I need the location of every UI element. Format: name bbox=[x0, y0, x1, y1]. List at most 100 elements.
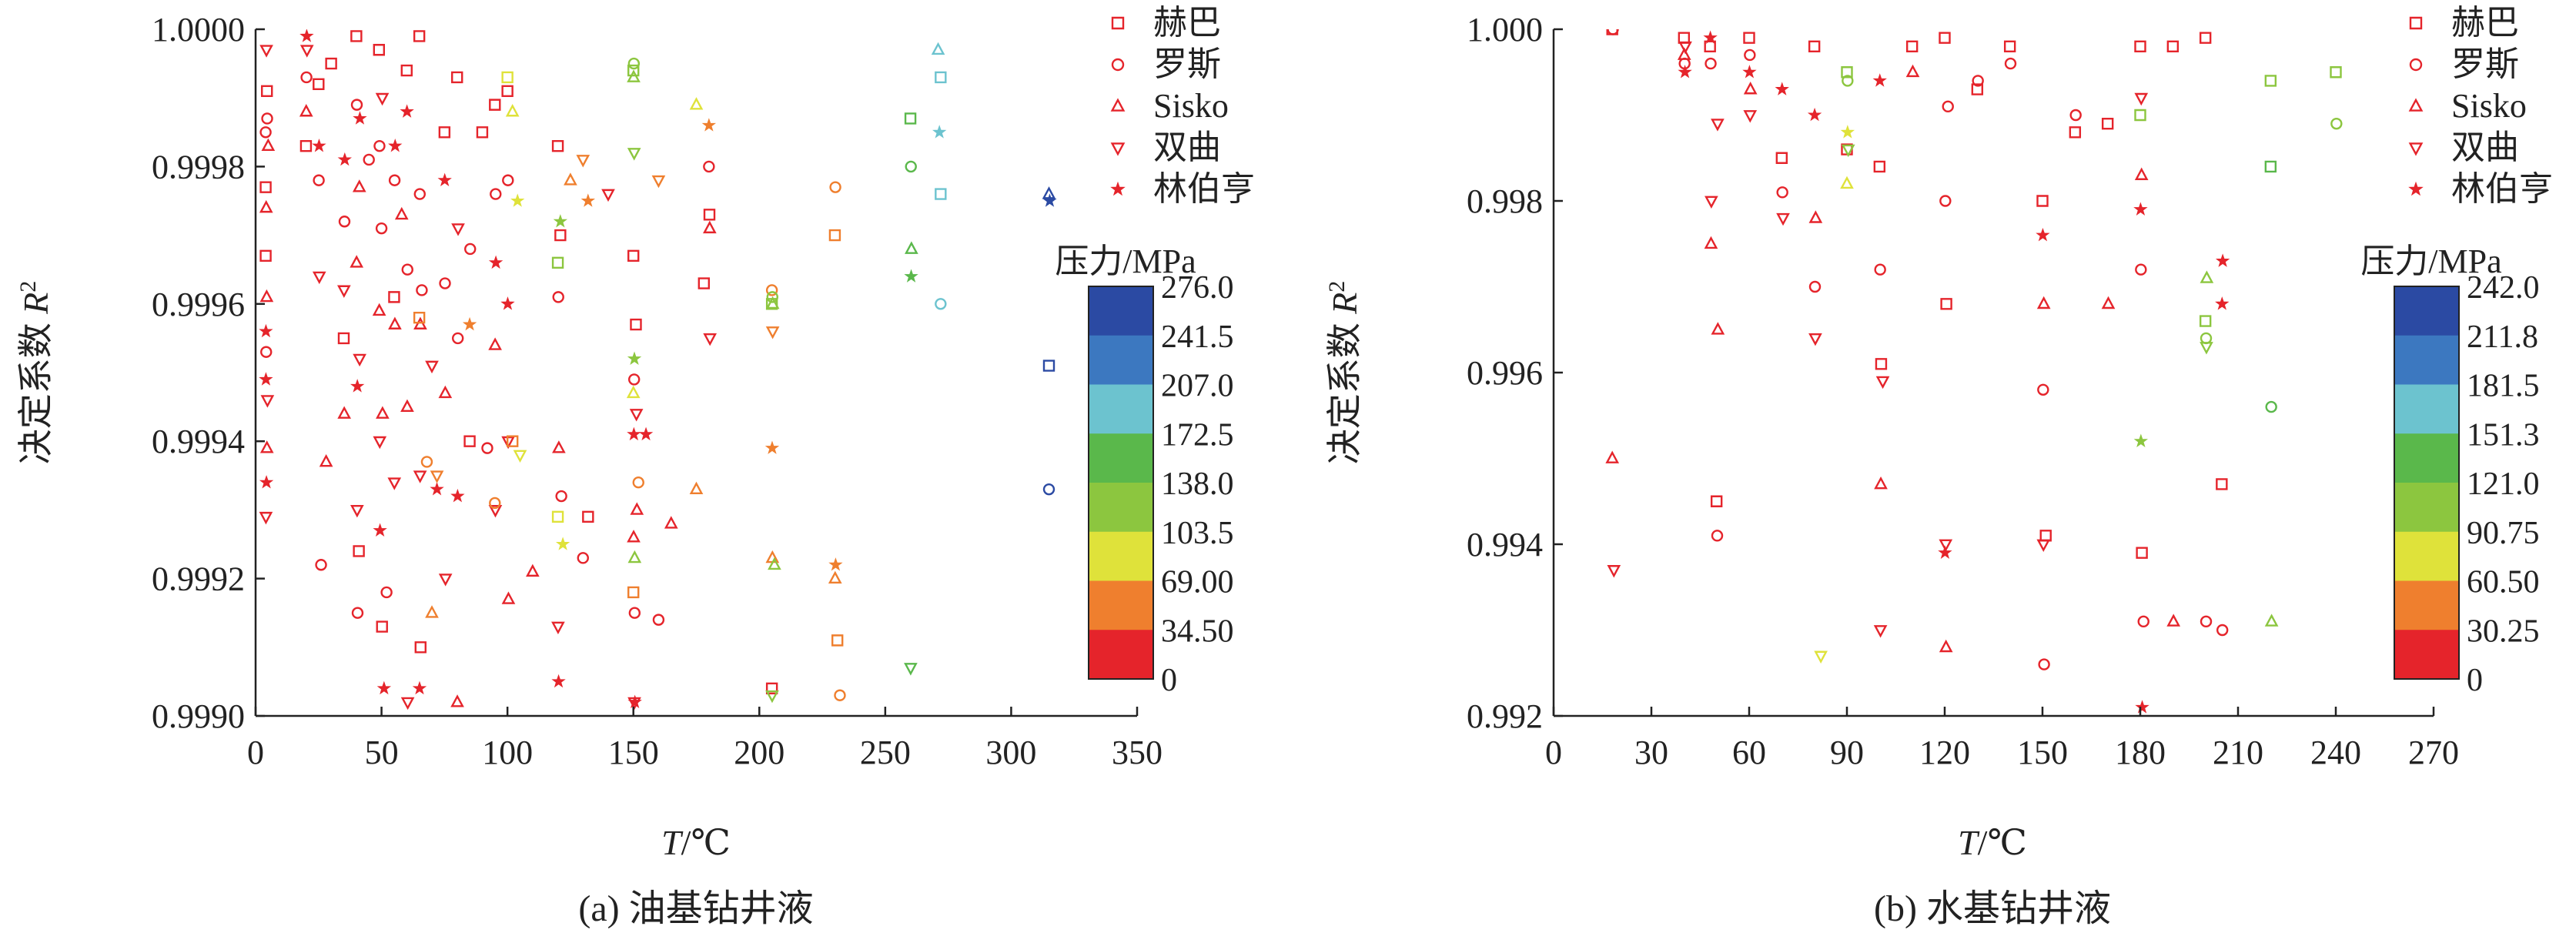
data-point-triangle-up bbox=[664, 516, 678, 529]
data-point-circle bbox=[627, 57, 641, 70]
colorbar-label: 211.8 bbox=[2467, 319, 2538, 355]
data-point-star bbox=[430, 481, 444, 496]
data-point-triangle-up bbox=[627, 550, 642, 563]
data-point-square bbox=[2216, 478, 2228, 490]
data-point-triangle-up bbox=[372, 303, 386, 316]
data-point-square bbox=[376, 620, 388, 633]
data-point-triangle-down bbox=[651, 175, 666, 189]
data-point-circle bbox=[351, 607, 364, 619]
data-point-star bbox=[373, 523, 387, 537]
data-point-triangle-up bbox=[2166, 614, 2181, 627]
scatter-points-water-based bbox=[1605, 29, 2343, 714]
data-point-circle bbox=[2216, 624, 2229, 637]
caption-oil-based: (a) 油基钻井液 bbox=[578, 888, 813, 929]
colorbar-swatch bbox=[2394, 286, 2459, 336]
colorbar-label: 151.3 bbox=[2467, 417, 2540, 453]
data-point-square bbox=[2330, 66, 2342, 79]
data-point-triangle-down bbox=[765, 690, 779, 704]
data-point-triangle-down bbox=[336, 285, 351, 298]
data-point-star bbox=[488, 255, 503, 269]
data-point-circle bbox=[1711, 530, 1724, 542]
data-point-square bbox=[703, 209, 716, 221]
data-point-circle bbox=[315, 559, 327, 571]
data-point-square bbox=[831, 634, 844, 647]
x-tick-label: 50 bbox=[365, 734, 399, 771]
caption-water-based: (b) 水基钻井液 bbox=[1874, 888, 2111, 929]
colorbar-swatch bbox=[1089, 483, 1153, 533]
colorbar-label: 276.0 bbox=[1161, 270, 1234, 306]
data-point-star bbox=[1742, 65, 1757, 79]
x-tick-label: 150 bbox=[608, 734, 659, 771]
data-point-triangle-down bbox=[375, 92, 390, 106]
data-point-square bbox=[935, 188, 947, 200]
colorbar-label: 69.00 bbox=[1161, 565, 1234, 600]
data-point-triangle-down bbox=[627, 148, 641, 161]
data-point-triangle-up bbox=[1704, 236, 1718, 249]
data-point-triangle-up bbox=[259, 289, 274, 303]
data-point-star bbox=[1938, 545, 1952, 559]
data-point-triangle-down bbox=[1814, 650, 1828, 664]
data-point-triangle-down bbox=[312, 271, 326, 285]
panel-water-based: 0 30 60 90 120 150 180 210 240 270 0.992 0.994 0.996… bbox=[1324, 4, 2554, 929]
y-axis-label-water-based: 决定系数 R2 bbox=[1324, 281, 1365, 465]
data-point-star bbox=[904, 269, 918, 283]
data-point-triangle-down bbox=[400, 697, 415, 711]
data-point-triangle-down bbox=[1841, 144, 1855, 158]
y-tick-label: 0.9996 bbox=[152, 286, 245, 323]
data-point-triangle-up bbox=[1808, 210, 1823, 223]
data-point-circle bbox=[628, 607, 641, 619]
data-point-triangle-up bbox=[526, 563, 540, 577]
data-point-triangle-down bbox=[1743, 110, 1758, 123]
data-point-circle bbox=[1874, 263, 1886, 276]
data-point-triangle-up bbox=[630, 502, 644, 515]
data-point-triangle-down bbox=[259, 45, 273, 58]
x-tick-label: 300 bbox=[985, 734, 1036, 771]
x-tick-label: 60 bbox=[1732, 734, 1766, 771]
colorbar-label: 34.50 bbox=[1161, 614, 1234, 649]
data-point-circle bbox=[2265, 400, 2277, 413]
colorbar-label: 60.50 bbox=[2467, 565, 2540, 600]
data-point-triangle-up bbox=[2036, 296, 2051, 309]
data-point-square bbox=[259, 181, 272, 193]
data-point-circle bbox=[1705, 57, 1717, 70]
data-point-circle bbox=[401, 263, 413, 276]
data-point-triangle-up bbox=[259, 440, 274, 453]
legend-label: Sisko bbox=[2451, 87, 2527, 125]
data-point-triangle-up bbox=[552, 440, 566, 453]
data-point-triangle-down bbox=[1678, 41, 1692, 55]
data-point-triangle-down bbox=[1875, 376, 1890, 390]
data-point-circle bbox=[350, 99, 363, 111]
data-point-circle bbox=[577, 552, 589, 564]
colorbar-swatch bbox=[2394, 630, 2459, 680]
data-point-triangle-up bbox=[388, 316, 402, 329]
colorbar-label: 0 bbox=[1161, 663, 1177, 698]
data-point-circle bbox=[1744, 48, 1756, 62]
data-point-triangle-up bbox=[1711, 322, 1725, 335]
data-point-circle bbox=[2037, 383, 2049, 396]
data-point-triangle-down bbox=[373, 436, 387, 450]
data-point-triangle-up bbox=[1605, 450, 1620, 463]
panel-oil-based: 0 50 100 150 200 250 300 350 0.9990 0.9992 0.9994 0… bbox=[15, 4, 1256, 929]
data-point-circle bbox=[338, 216, 351, 228]
colorbar-swatch bbox=[1089, 433, 1153, 483]
y-tick-label: 0.9998 bbox=[152, 148, 245, 186]
data-point-triangle-up bbox=[259, 199, 273, 213]
data-point-star bbox=[627, 694, 642, 708]
legend-marker-triangle-down bbox=[2408, 142, 2424, 156]
data-point-star bbox=[2215, 253, 2230, 267]
data-point-star bbox=[2133, 433, 2149, 448]
data-point-square bbox=[388, 291, 400, 303]
data-point-circle bbox=[259, 126, 272, 139]
data-point-circle bbox=[2135, 263, 2147, 276]
data-point-circle bbox=[490, 188, 502, 200]
colorbar-label: 0 bbox=[2467, 663, 2483, 698]
x-tick-label: 270 bbox=[2408, 734, 2459, 771]
data-point-square bbox=[353, 545, 365, 557]
x-tick-label: 180 bbox=[2115, 734, 2166, 771]
axes-oil-based: 0 50 100 150 200 250 300 350 0.9990 0.9992 0.9994 0… bbox=[152, 11, 1163, 771]
y-tick-label: 0.996 bbox=[1467, 354, 1543, 392]
data-point-square bbox=[413, 30, 426, 42]
data-point-circle bbox=[375, 222, 388, 235]
colorbar-swatch bbox=[2394, 335, 2459, 385]
